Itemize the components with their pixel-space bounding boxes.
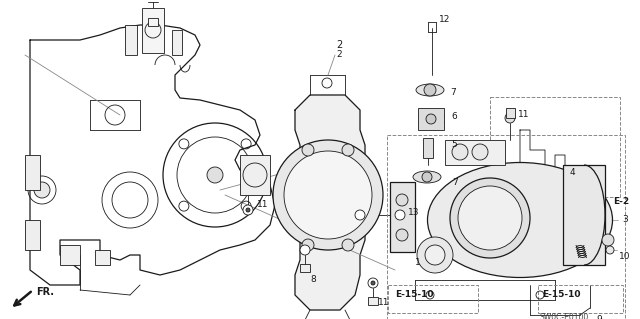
Circle shape xyxy=(368,278,378,288)
Text: 11: 11 xyxy=(378,298,390,307)
Circle shape xyxy=(458,186,522,250)
Bar xyxy=(563,165,605,265)
Bar xyxy=(538,285,623,313)
Circle shape xyxy=(452,144,468,160)
Circle shape xyxy=(426,114,436,124)
Bar xyxy=(60,245,80,265)
Circle shape xyxy=(342,239,354,251)
Circle shape xyxy=(342,144,354,156)
Text: 1: 1 xyxy=(415,258,420,267)
Bar xyxy=(142,8,164,53)
Circle shape xyxy=(300,245,310,255)
Text: E-15-10: E-15-10 xyxy=(395,290,433,299)
Text: 8: 8 xyxy=(310,275,316,284)
Text: 13: 13 xyxy=(408,208,419,217)
Circle shape xyxy=(422,172,432,182)
Text: 11: 11 xyxy=(518,110,529,119)
Text: 3: 3 xyxy=(622,215,628,224)
Circle shape xyxy=(425,245,445,265)
Circle shape xyxy=(472,144,488,160)
Circle shape xyxy=(606,246,614,254)
Circle shape xyxy=(395,210,405,220)
Bar xyxy=(390,182,415,252)
Ellipse shape xyxy=(413,171,441,183)
Text: 7: 7 xyxy=(450,88,456,97)
Bar xyxy=(148,18,158,26)
Circle shape xyxy=(243,205,253,215)
Circle shape xyxy=(505,113,515,123)
Bar xyxy=(387,135,625,319)
Circle shape xyxy=(246,208,250,212)
Circle shape xyxy=(396,194,408,206)
Circle shape xyxy=(602,234,614,246)
Bar xyxy=(240,155,270,195)
Bar xyxy=(95,250,110,265)
Text: SW0C-E0100: SW0C-E0100 xyxy=(540,313,589,319)
Bar xyxy=(368,297,378,305)
Bar xyxy=(125,25,137,55)
Circle shape xyxy=(207,167,223,183)
Bar xyxy=(300,264,310,272)
Text: 10: 10 xyxy=(619,252,630,261)
Circle shape xyxy=(371,281,375,285)
Bar xyxy=(172,30,182,55)
Text: 7: 7 xyxy=(452,178,458,187)
Text: E-2: E-2 xyxy=(613,197,629,206)
Circle shape xyxy=(396,229,408,241)
Circle shape xyxy=(355,210,365,220)
Bar xyxy=(388,285,478,313)
Bar xyxy=(423,138,433,158)
Text: 6: 6 xyxy=(451,112,457,121)
Circle shape xyxy=(302,144,314,156)
Bar xyxy=(490,97,620,197)
Text: 2: 2 xyxy=(336,40,342,50)
Text: 2: 2 xyxy=(336,50,342,59)
Circle shape xyxy=(284,151,372,239)
Ellipse shape xyxy=(428,162,612,278)
Circle shape xyxy=(424,84,436,96)
Text: FR.: FR. xyxy=(36,287,54,297)
Text: 5: 5 xyxy=(451,140,457,149)
Circle shape xyxy=(417,237,453,273)
Circle shape xyxy=(273,140,383,250)
Bar xyxy=(418,108,444,130)
Text: 11: 11 xyxy=(257,200,269,209)
Polygon shape xyxy=(295,95,365,310)
Ellipse shape xyxy=(416,84,444,96)
Circle shape xyxy=(302,239,314,251)
Text: 4: 4 xyxy=(570,168,575,177)
Bar xyxy=(445,140,505,165)
Bar xyxy=(506,108,515,118)
Circle shape xyxy=(450,178,530,258)
Bar xyxy=(25,220,40,250)
Circle shape xyxy=(34,182,50,198)
Text: 12: 12 xyxy=(439,15,451,24)
Bar xyxy=(25,155,40,190)
Text: 9: 9 xyxy=(596,315,602,319)
Text: E-15-10: E-15-10 xyxy=(542,290,580,299)
